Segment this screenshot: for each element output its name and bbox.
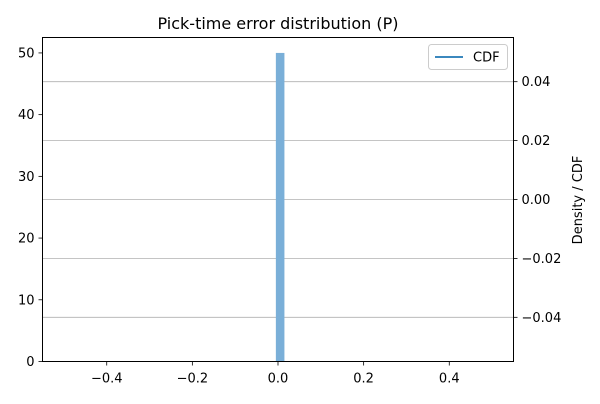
x-axis: −0.4 −0.2 0.0 0.2 0.4 <box>91 361 460 387</box>
y-left-tick-label-3: 30 <box>18 170 35 185</box>
y-right-tick-label-3: 0.02 <box>522 134 551 149</box>
y-left-tick-label-1: 10 <box>18 293 35 308</box>
bars-layer <box>275 52 285 362</box>
y-left-tick-label-0: 0 <box>26 355 34 370</box>
y-left-tick-label-4: 40 <box>18 108 35 123</box>
y-axis-right-label: Density / CDF <box>571 156 586 245</box>
y-axis-right: −0.04 −0.02 0.00 0.02 0.04 <box>513 75 562 326</box>
y-right-tick-label-0: −0.04 <box>522 311 562 326</box>
chart-title: Pick-time error distribution (P) <box>157 14 398 33</box>
x-tick-label-0: −0.4 <box>91 372 123 387</box>
x-tick-label-4: 0.4 <box>439 372 460 387</box>
x-tick-label-1: −0.2 <box>177 372 209 387</box>
y-left-tick-label-5: 50 <box>18 46 35 61</box>
x-tick-label-2: 0.0 <box>268 372 289 387</box>
y-right-tick-label-4: 0.04 <box>522 75 551 90</box>
x-tick-label-3: 0.2 <box>353 372 374 387</box>
histogram-bar-0 <box>275 52 285 362</box>
y-left-tick-label-2: 20 <box>18 232 35 247</box>
legend-box <box>428 44 508 70</box>
legend[interactable]: CDF <box>428 44 508 70</box>
y-right-tick-label-2: 0.00 <box>522 193 551 208</box>
legend-cdf-label: CDF <box>473 51 500 66</box>
y-right-tick-label-1: −0.02 <box>522 252 562 267</box>
y-axis-left: 0 10 20 30 40 50 <box>18 46 43 370</box>
